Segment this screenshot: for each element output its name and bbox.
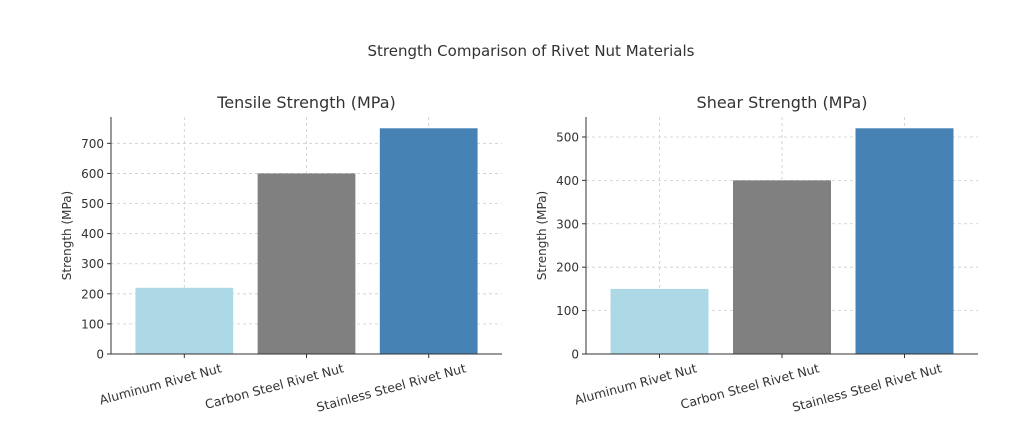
bar-aluminum-rivet-nut (610, 288, 709, 354)
y-tick-label: 500 (556, 130, 579, 144)
y-tick-label: 0 (571, 348, 579, 362)
y-tick-label: 600 (81, 167, 104, 181)
bar-stainless-steel-rivet-nut (855, 128, 954, 354)
y-tick-label: 300 (81, 257, 104, 271)
bar-carbon-steel-rivet-nut (257, 173, 356, 354)
chart-title: Shear Strength (MPa) (697, 93, 868, 112)
y-tick-label: 400 (81, 227, 104, 241)
figure-suptitle: Strength Comparison of Rivet Nut Materia… (368, 42, 695, 60)
chart-title: Tensile Strength (MPa) (216, 93, 396, 112)
bar-aluminum-rivet-nut (135, 287, 234, 354)
y-tick-label: 200 (556, 261, 579, 275)
y-axis-label: Strength (MPa) (535, 191, 549, 281)
y-tick-label: 0 (96, 348, 104, 362)
y-tick-label: 700 (81, 137, 104, 151)
bar-stainless-steel-rivet-nut (379, 128, 478, 354)
y-tick-label: 300 (556, 217, 579, 231)
y-tick-label: 400 (556, 174, 579, 188)
bar-carbon-steel-rivet-nut (733, 180, 831, 354)
y-tick-label: 200 (81, 287, 104, 301)
y-tick-label: 100 (556, 304, 579, 318)
y-tick-label: 500 (81, 197, 104, 211)
y-tick-label: 100 (81, 317, 104, 331)
y-axis-label: Strength (MPa) (60, 191, 74, 281)
